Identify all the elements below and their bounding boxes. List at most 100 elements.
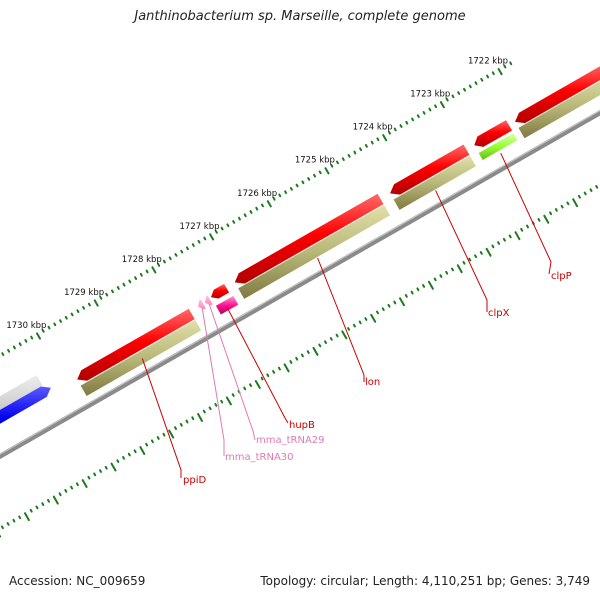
ruler-tick-inner — [554, 208, 558, 212]
ruler-tick-inner — [352, 323, 356, 328]
ruler-tick-outer — [416, 114, 420, 118]
gene-hupB-shadow — [215, 295, 239, 315]
ruler-tick-outer — [468, 84, 472, 89]
ruler-tick-outer — [382, 134, 388, 142]
ruler-tick-outer — [180, 249, 184, 254]
ruler-tick-inner — [266, 373, 270, 378]
ruler-tick-outer — [301, 180, 305, 185]
ruler-tick-outer — [203, 236, 207, 241]
ruler-tick-outer — [226, 223, 230, 228]
gene-ppiD — [77, 308, 195, 381]
ruler-tick-inner — [179, 422, 183, 427]
ruler-tick-outer — [261, 203, 264, 208]
ruler-tick-inner — [474, 254, 478, 259]
gene-next-right — [515, 66, 600, 124]
ruler-tick-inner — [81, 479, 88, 488]
ruler-tick-outer — [111, 289, 114, 294]
ruler-tick-outer — [411, 117, 415, 122]
ruler-labels: 1722 kbp 1723 kbp 1724 kbp 1725 kbp 1726 kbp… — [6, 57, 508, 331]
ruler-tick-outer — [393, 127, 397, 132]
label-leaders — [141, 152, 552, 478]
ruler-tick-outer — [370, 140, 374, 145]
ruler-tick-outer — [7, 348, 11, 353]
ruler-tick-outer — [168, 256, 172, 261]
ruler-tick-outer — [272, 196, 276, 201]
ruler-tick-inner — [462, 261, 466, 265]
ruler-tick-outer — [174, 253, 178, 257]
ruler-tick-inner — [508, 234, 512, 239]
gene-mma_tRNA29 — [205, 295, 213, 306]
ruler-tick-inner — [549, 211, 553, 216]
ruler-outer-ticks — [1, 61, 513, 356]
ruler-tick-outer — [266, 200, 272, 208]
ruler-tick-inner — [468, 257, 472, 262]
ruler-tick-inner — [577, 194, 581, 199]
ruler-tick-outer — [128, 279, 132, 284]
ruler-tick-inner — [439, 274, 443, 278]
genome-backbone-highlight — [0, 110, 600, 455]
ruler-tick-outer — [307, 177, 311, 181]
ruler-label: 1730 kbp — [6, 321, 46, 331]
ruler-tick-outer — [463, 87, 466, 92]
ruler-tick-outer — [399, 124, 403, 128]
gene-mma_tRNA30 — [198, 299, 206, 310]
ruler-tick-inner — [202, 409, 206, 414]
ruler-tick-outer — [76, 309, 80, 313]
ruler-tick-outer — [434, 104, 438, 109]
ruler-tick-inner — [127, 452, 131, 457]
ruler-tick-outer — [457, 91, 461, 95]
genome-summary-text: Topology: circular; Length: 4,110,251 bp… — [260, 574, 590, 588]
ruler-label: 1729 kbp — [64, 288, 104, 298]
ruler-tick-inner — [104, 465, 108, 470]
ruler-tick-inner — [174, 426, 177, 430]
ruler-tick-outer — [243, 213, 247, 218]
ruler-tick-outer — [289, 187, 293, 191]
feature-labels: clpP clpX lon hupB mma_tRNA29 mma_tRNA30 ppiD — [183, 271, 572, 486]
ruler-tick-inner — [393, 300, 397, 305]
ruler-tick-outer — [451, 94, 455, 99]
ruler-tick-inner — [456, 264, 463, 274]
gene-hupB — [211, 283, 230, 299]
ruler-tick-inner — [260, 376, 264, 381]
ruler-tick-outer — [497, 68, 503, 76]
ruler-tick-inner — [347, 327, 351, 331]
ruler-tick-inner — [526, 224, 529, 229]
gene-next-right-shadow — [518, 81, 600, 139]
ruler-tick-inner — [220, 399, 224, 404]
ruler-tick-outer — [47, 325, 51, 330]
ruler-inner-ticks — [0, 185, 599, 538]
ruler-tick-inner — [6, 522, 10, 526]
gene-clpX — [390, 144, 470, 195]
ruler-tick-outer — [503, 64, 507, 69]
ruler-tick-inner — [537, 218, 541, 222]
ruler-tick-outer — [41, 329, 45, 333]
ruler-tick-outer — [191, 243, 195, 247]
ruler-tick-inner — [300, 353, 304, 358]
ruler-tick-outer — [353, 150, 357, 155]
ruler-tick-inner — [87, 475, 91, 480]
ruler-tick-outer — [474, 81, 478, 85]
ruler-tick-outer — [30, 335, 34, 340]
ruler-tick-inner — [214, 403, 218, 407]
ruler-tick-inner — [116, 459, 120, 463]
ruler-tick-outer — [313, 173, 316, 178]
ruler-tick-inner — [99, 469, 102, 473]
ruler-tick-outer — [186, 246, 189, 251]
gene-grey-left — [0, 375, 43, 410]
ruler-tick-outer — [59, 319, 62, 323]
ruler-tick-outer — [157, 263, 161, 267]
ruler-tick-inner — [376, 310, 379, 315]
ruler-tick-outer — [405, 120, 409, 125]
ruler-tick-inner — [295, 356, 299, 361]
gene-clpX-shadow — [393, 155, 476, 210]
ruler-label: 1726 kbp — [237, 189, 277, 199]
ruler-tick-inner — [254, 380, 261, 389]
ruler-tick-inner — [485, 247, 492, 257]
label-leader-lon — [317, 257, 365, 382]
ruler-tick-inner — [451, 267, 454, 272]
ruler-tick-outer — [491, 71, 495, 76]
gene-label-clpX: clpX — [488, 308, 510, 319]
ruler-tick-inner — [572, 198, 579, 208]
ruler-tick-inner — [324, 340, 327, 344]
